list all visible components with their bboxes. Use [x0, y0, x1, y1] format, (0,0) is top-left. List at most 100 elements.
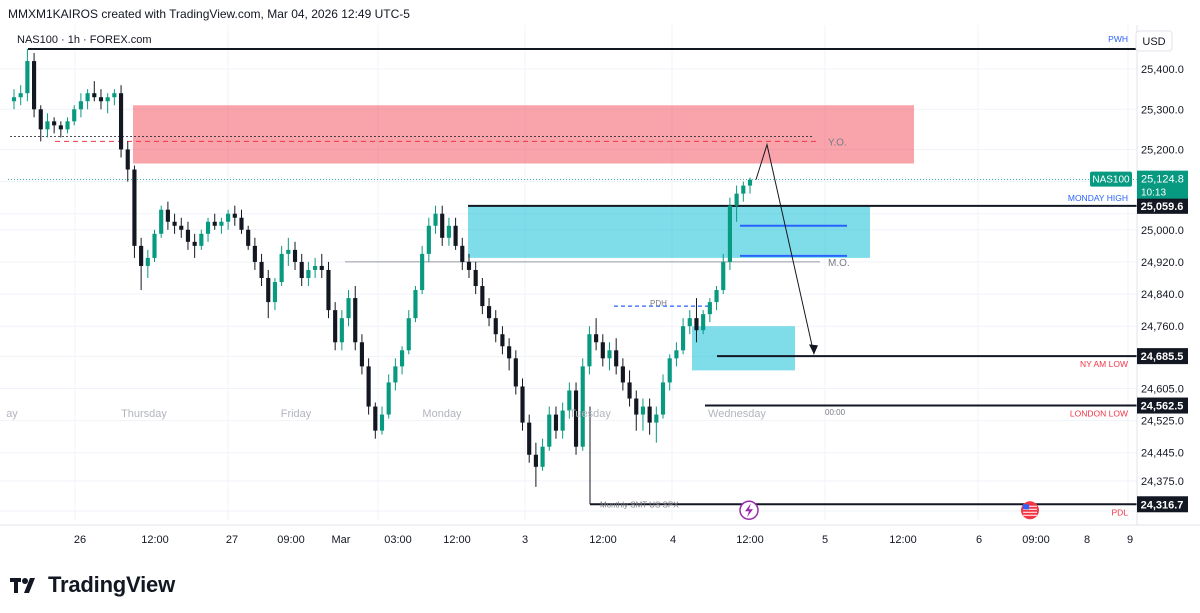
candle-body-26 [185, 229, 191, 242]
candle-body-59 [406, 318, 411, 351]
level-box-text-1: 25,059.6 [1141, 201, 1184, 213]
candle-body-35 [246, 229, 251, 246]
level-box-3 [1137, 397, 1188, 414]
candle-body-5 [45, 121, 50, 130]
chart-area[interactable]: Y.O. M.O. PDH Monthly SMT US SPX PWH MONDAY H… [0, 25, 1200, 555]
candle-body-108 [734, 193, 739, 206]
symbol-price-tag [1090, 171, 1132, 187]
candle-body-36 [252, 245, 257, 262]
candle-body-98 [667, 358, 672, 383]
candle-body-39 [272, 282, 278, 303]
zone-demand-monday [468, 205, 870, 258]
price-tick-10: 24,605.0 [1141, 383, 1184, 395]
candle-body-1 [18, 93, 23, 98]
day-label-0: ay [6, 408, 18, 420]
candle-body-58 [399, 350, 405, 367]
candle-body-72 [493, 318, 498, 335]
candle-body-24 [172, 221, 177, 226]
candle-body-61 [420, 253, 425, 291]
candle-body-71 [486, 306, 492, 319]
candle-body-62 [426, 225, 431, 254]
candle-body-106 [721, 261, 726, 291]
level-label-3: LONDON LOW [1070, 409, 1128, 419]
candle-body-12 [92, 93, 97, 98]
day-label-1: Thursday [121, 408, 167, 420]
candle-body-54 [373, 406, 378, 431]
candle-body-40 [279, 253, 284, 283]
currency-button [1135, 30, 1173, 52]
candle-body-9 [72, 109, 77, 122]
tradingview-logo-icon [10, 578, 35, 593]
time-tick-0: 26 [74, 534, 86, 546]
time-tick-9: 4 [670, 534, 676, 546]
candle-body-8 [65, 121, 70, 130]
candle-body-3 [31, 61, 37, 110]
price-tick-5: 25,000.0 [1141, 225, 1184, 237]
level-box-text-2: 24,685.5 [1141, 351, 1184, 363]
candle-body-13 [98, 97, 104, 102]
candle-body-64 [440, 213, 445, 238]
price-axis-bg [1137, 25, 1200, 525]
candle-body-16 [118, 93, 124, 150]
attribution-text: MMXM1KAIROS created with TradingView.com… [8, 7, 410, 21]
candle-body-94 [640, 406, 646, 415]
annotation-1: M.O. [828, 258, 850, 269]
candle-body-73 [500, 334, 505, 347]
candle-body-86 [587, 334, 592, 367]
candle-body-79 [540, 446, 545, 467]
candle-body-83 [567, 390, 572, 411]
time-tick-14: 09:00 [1022, 534, 1050, 546]
candle-body-99 [674, 350, 679, 359]
candle-body-31 [219, 221, 224, 226]
candle-body-11 [85, 93, 90, 102]
level-box-text-3: 24,562.5 [1141, 401, 1184, 413]
candle-body-103 [701, 314, 706, 331]
price-tick-13: 24,375.0 [1141, 476, 1184, 488]
candle-body-10 [78, 101, 83, 110]
candle-body-55 [379, 414, 385, 431]
us-flag-icon [1021, 501, 1039, 520]
projection-path [755, 142, 815, 355]
candle-body-75 [513, 358, 518, 387]
candle-body-37 [259, 261, 264, 278]
candle-body-45 [313, 265, 318, 270]
annotation-2: PDH [650, 299, 667, 308]
candle-body-78 [533, 454, 538, 467]
price-chart[interactable]: Y.O. M.O. PDH Monthly SMT US SPX PWH MONDAY H… [0, 25, 1200, 555]
candle-body-50 [346, 298, 351, 319]
candle-body-27 [192, 241, 197, 246]
candle-body-70 [480, 286, 485, 307]
level-label-1: MONDAY HIGH [1068, 193, 1128, 203]
candle-body-80 [547, 414, 552, 447]
candle-body-102 [694, 318, 699, 331]
candle-body-109 [741, 185, 746, 194]
candle-body-29 [205, 221, 211, 234]
candle-body-41 [286, 249, 291, 254]
candle-body-65 [446, 225, 451, 238]
candle-body-28 [199, 233, 204, 246]
candle-body-60 [413, 290, 418, 319]
candle-body-88 [600, 342, 605, 359]
day-label-4: Tuesday [569, 408, 611, 420]
candle-body-67 [460, 245, 465, 262]
level-label-2: NY AM LOW [1080, 359, 1128, 369]
level-box-1 [1137, 197, 1188, 214]
candle-body-101 [687, 318, 692, 327]
time-tick-1: 12:00 [141, 534, 169, 546]
candle-body-81 [553, 414, 559, 431]
candle-body-87 [594, 334, 599, 343]
candle-body-33 [232, 213, 237, 218]
candle-body-51 [353, 298, 358, 343]
candle-body-105 [714, 290, 719, 303]
currency-label: USD [1142, 36, 1165, 48]
candle-body-38 [266, 277, 271, 303]
time-tick-6: 12:00 [443, 534, 471, 546]
candle-body-77 [527, 422, 532, 455]
time-tick-10: 12:00 [736, 534, 764, 546]
candle-body-7 [58, 125, 63, 130]
candle-body-66 [453, 225, 458, 246]
candle-body-52 [359, 342, 365, 367]
candle-body-96 [654, 414, 659, 423]
candle-body-110 [747, 179, 753, 186]
price-tick-1: 25,300.0 [1141, 104, 1184, 116]
